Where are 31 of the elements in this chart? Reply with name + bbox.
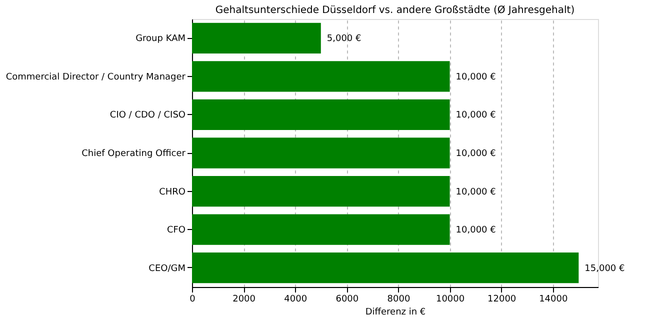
data-label: 10,000 € <box>456 226 496 236</box>
y-tick-label: CEO/GM <box>148 264 186 274</box>
y-tick-label: CFO <box>166 226 186 236</box>
x-tick-label: 10000 <box>436 294 465 304</box>
x-tick-label: 12000 <box>488 294 516 304</box>
x-tick-label: 8000 <box>387 294 410 304</box>
y-tick-label: CHRO <box>159 187 186 198</box>
x-tick-label: 14000 <box>539 294 568 304</box>
data-label: 15,000 € <box>584 264 626 274</box>
y-tick-label: CIO / CDO / CISO <box>110 110 186 121</box>
data-label: 10,000 € <box>456 149 496 159</box>
y-tick-label: Chief Operating Officer <box>82 149 186 159</box>
bar <box>192 176 450 207</box>
data-label: 10,000 € <box>456 110 496 121</box>
bar <box>192 22 321 54</box>
data-label: 5,000 € <box>326 34 362 44</box>
x-tick-label: 4000 <box>284 294 308 304</box>
y-tick-label: Commercial Director / Country Manager <box>6 72 186 82</box>
bar <box>192 252 579 284</box>
data-label: 10,000 € <box>456 72 496 82</box>
x-tick-label: 0 <box>190 294 196 304</box>
data-label: 10,000 € <box>456 187 496 198</box>
y-tick-label: Group KAM <box>136 34 186 44</box>
bar <box>192 138 450 168</box>
x-axis-title: Differenz in € <box>365 308 426 318</box>
x-tick-label: 2000 <box>232 294 256 304</box>
bar <box>192 214 450 245</box>
chart-title: Gehaltsunterschiede Düsseldorf vs. andere Großstädte (Ø Jahresgehalt) <box>215 5 575 16</box>
x-tick-label: 6000 <box>336 294 359 304</box>
bar <box>192 61 450 92</box>
bar <box>192 99 450 130</box>
